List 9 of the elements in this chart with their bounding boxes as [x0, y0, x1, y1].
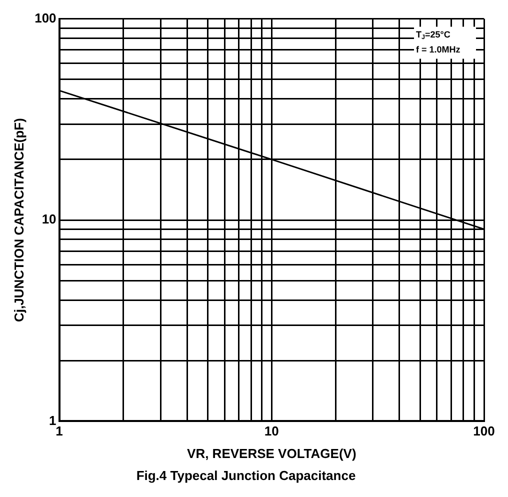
- x-tick-label: 10: [264, 424, 279, 439]
- text: Fig.4 Typecal Junction Capacitance: [136, 468, 356, 483]
- x-tick-label: 100: [473, 424, 495, 439]
- y-tick-label: 100: [34, 10, 56, 26]
- annotation: f = 1.0MHz: [416, 44, 461, 54]
- y-tick-label: 1: [49, 412, 56, 428]
- y-axis-title: Cj,JUNCTION CAPACITANCE(pF): [11, 118, 26, 322]
- x-axis-title: VR, REVERSE VOLTAGE(V): [187, 446, 356, 462]
- y-tick-label: 10: [42, 212, 56, 227]
